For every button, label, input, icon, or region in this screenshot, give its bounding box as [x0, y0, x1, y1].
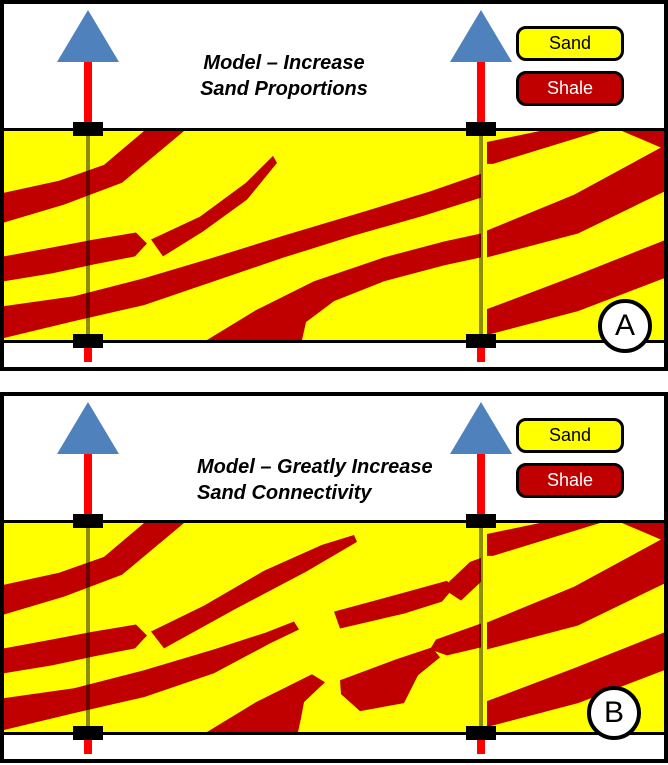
- shale-stripe: [4, 173, 481, 339]
- base-surface-line: [4, 732, 664, 735]
- shale-stripe: [207, 674, 325, 732]
- panel-b: Model – Greatly Increase Sand Connectivi…: [0, 392, 668, 763]
- well-trace: [86, 134, 90, 336]
- shale-stripe: [448, 557, 481, 601]
- wellhead-marker: [73, 514, 103, 528]
- legend-sand-swatch: Sand: [516, 26, 624, 61]
- shale-stripes-b: [4, 523, 664, 732]
- panel-b-title-line1: Model – Greatly Increase: [197, 456, 433, 478]
- injector-well-right: [450, 10, 512, 364]
- shale-stripe: [487, 537, 664, 650]
- injector-well-left: [57, 402, 119, 756]
- panel-b-title: Model – Greatly Increase Sand Connectivi…: [197, 454, 527, 506]
- well-stub: [84, 348, 92, 362]
- shale-stripe: [4, 131, 184, 223]
- legend-a: Sand Shale: [516, 26, 626, 116]
- shale-stripe: [487, 145, 664, 258]
- well-trace: [479, 526, 483, 728]
- arrow-up-icon: [450, 10, 512, 62]
- strata-cross-section-b: [4, 523, 664, 732]
- shale-stripe: [4, 624, 147, 674]
- shale-stripe: [487, 632, 664, 728]
- shale-stripe: [207, 233, 481, 340]
- wellhead-marker: [73, 122, 103, 136]
- panel-a-title-line1: Model – Increase: [203, 52, 365, 74]
- arrow-up-icon: [57, 10, 119, 62]
- shale-stripe: [151, 534, 357, 649]
- well-stem: [84, 62, 92, 124]
- well-stem: [477, 62, 485, 124]
- well-stub: [477, 740, 485, 754]
- shale-stripe: [340, 647, 440, 712]
- top-surface-line: [4, 520, 664, 523]
- well-bottom-marker: [73, 334, 103, 348]
- well-stub: [477, 348, 485, 362]
- legend-shale-swatch: Shale: [516, 463, 624, 498]
- shale-stripe: [622, 131, 664, 149]
- panel-a-title-line2: Sand Proportions: [200, 78, 368, 100]
- shale-stripe: [151, 155, 277, 257]
- shale-stripe: [622, 523, 664, 541]
- shale-stripe: [4, 523, 184, 615]
- legend-b: Sand Shale: [516, 418, 626, 508]
- legend-shale-swatch: Shale: [516, 71, 624, 106]
- legend-sand-swatch: Sand: [516, 418, 624, 453]
- injector-well-right: [450, 402, 512, 756]
- panel-a: Model – Increase Sand Proportions Sand S…: [0, 0, 668, 371]
- arrow-up-icon: [450, 402, 512, 454]
- well-stem: [84, 454, 92, 516]
- well-bottom-marker: [466, 334, 496, 348]
- shale-stripe: [4, 232, 147, 282]
- base-surface-line: [4, 340, 664, 343]
- shale-stripe: [487, 523, 600, 556]
- well-bottom-marker: [73, 726, 103, 740]
- well-trace: [86, 526, 90, 728]
- well-trace: [479, 134, 483, 336]
- well-bottom-marker: [466, 726, 496, 740]
- shale-stripe: [487, 240, 664, 336]
- arrow-up-icon: [57, 402, 119, 454]
- panel-a-badge: A: [598, 299, 652, 353]
- panel-a-title: Model – Increase Sand Proportions: [124, 50, 444, 102]
- well-stem: [477, 454, 485, 516]
- wellhead-marker: [466, 122, 496, 136]
- top-surface-line: [4, 128, 664, 131]
- shale-stripe: [430, 623, 481, 656]
- shale-stripe: [487, 131, 600, 164]
- panel-b-title-line2: Sand Connectivity: [197, 482, 372, 504]
- wellhead-marker: [466, 514, 496, 528]
- well-stub: [84, 740, 92, 754]
- shale-stripe: [4, 621, 299, 731]
- panel-b-badge: B: [587, 686, 641, 740]
- shale-stripe: [334, 580, 453, 629]
- injector-well-left: [57, 10, 119, 364]
- shale-stripes-a: [4, 131, 664, 340]
- strata-cross-section-a: [4, 131, 664, 340]
